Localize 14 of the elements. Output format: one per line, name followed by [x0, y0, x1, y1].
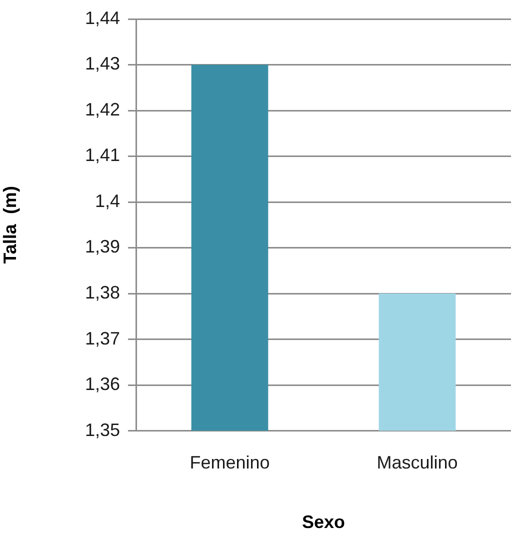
- y-tick-label: 1,43: [84, 54, 120, 74]
- y-tick-label: 1,42: [84, 99, 120, 120]
- y-tick-label: 1,38: [84, 282, 120, 302]
- y-tick-label: 1,36: [84, 374, 120, 394]
- y-tick-label: 1,41: [84, 145, 120, 166]
- y-tick-label: 1,37: [84, 328, 120, 348]
- y-axis-title: Talla (m): [0, 186, 20, 264]
- x-tick-label: Masculino: [376, 452, 458, 473]
- y-tick-label: 1,39: [84, 236, 120, 257]
- x-tick-label: Femenino: [190, 452, 270, 473]
- y-tick-label: 1,35: [84, 420, 120, 440]
- y-tick-label: 1,44: [84, 8, 120, 28]
- y-tick-label: 1,4: [94, 190, 120, 211]
- x-axis-title: Sexo: [302, 512, 346, 532]
